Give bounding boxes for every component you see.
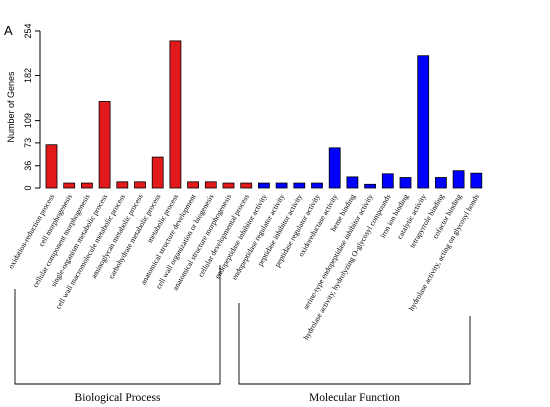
y-tick-label: 73 — [23, 138, 33, 148]
bar — [98, 101, 111, 189]
bar — [381, 173, 394, 189]
y-tick-label: 36 — [23, 161, 33, 171]
bar — [346, 176, 359, 189]
bar — [328, 147, 341, 189]
bar — [399, 177, 412, 189]
group-brackets: Biological Process Molecular Function — [14, 265, 471, 404]
bar — [257, 182, 270, 189]
y-tick-label: 182 — [23, 68, 33, 83]
bar — [311, 182, 323, 189]
bar — [470, 172, 483, 189]
y-tick-label: 254 — [23, 23, 33, 38]
bar — [452, 170, 465, 189]
panel-letter: A — [4, 23, 13, 38]
bar — [204, 181, 217, 189]
y-tick-label: 109 — [23, 113, 33, 128]
group-label: Biological Process — [75, 392, 161, 404]
bar — [222, 182, 235, 189]
y-axis-label: Number of Genes — [6, 71, 16, 143]
bar — [116, 181, 129, 189]
bar — [81, 182, 93, 189]
bar — [240, 182, 253, 189]
bar — [63, 182, 76, 189]
y-axis: 0 36 73 109 182 254 — [23, 23, 41, 191]
group-label: Molecular Function — [309, 392, 400, 404]
bars-group — [45, 40, 483, 189]
bar — [275, 182, 288, 189]
bar — [364, 183, 377, 189]
y-tick-label: 0 — [23, 185, 33, 190]
bar — [151, 156, 164, 189]
bar — [45, 144, 58, 189]
bar — [187, 181, 200, 189]
group-bracket — [238, 303, 471, 385]
bar — [134, 181, 146, 189]
group-bracket — [14, 265, 221, 385]
bar — [434, 177, 447, 189]
x-tick-label: hydrolase activity, hydrolyzing O-glycos… — [301, 192, 392, 341]
bar — [169, 40, 182, 189]
bar — [293, 182, 306, 189]
bar — [417, 55, 430, 189]
